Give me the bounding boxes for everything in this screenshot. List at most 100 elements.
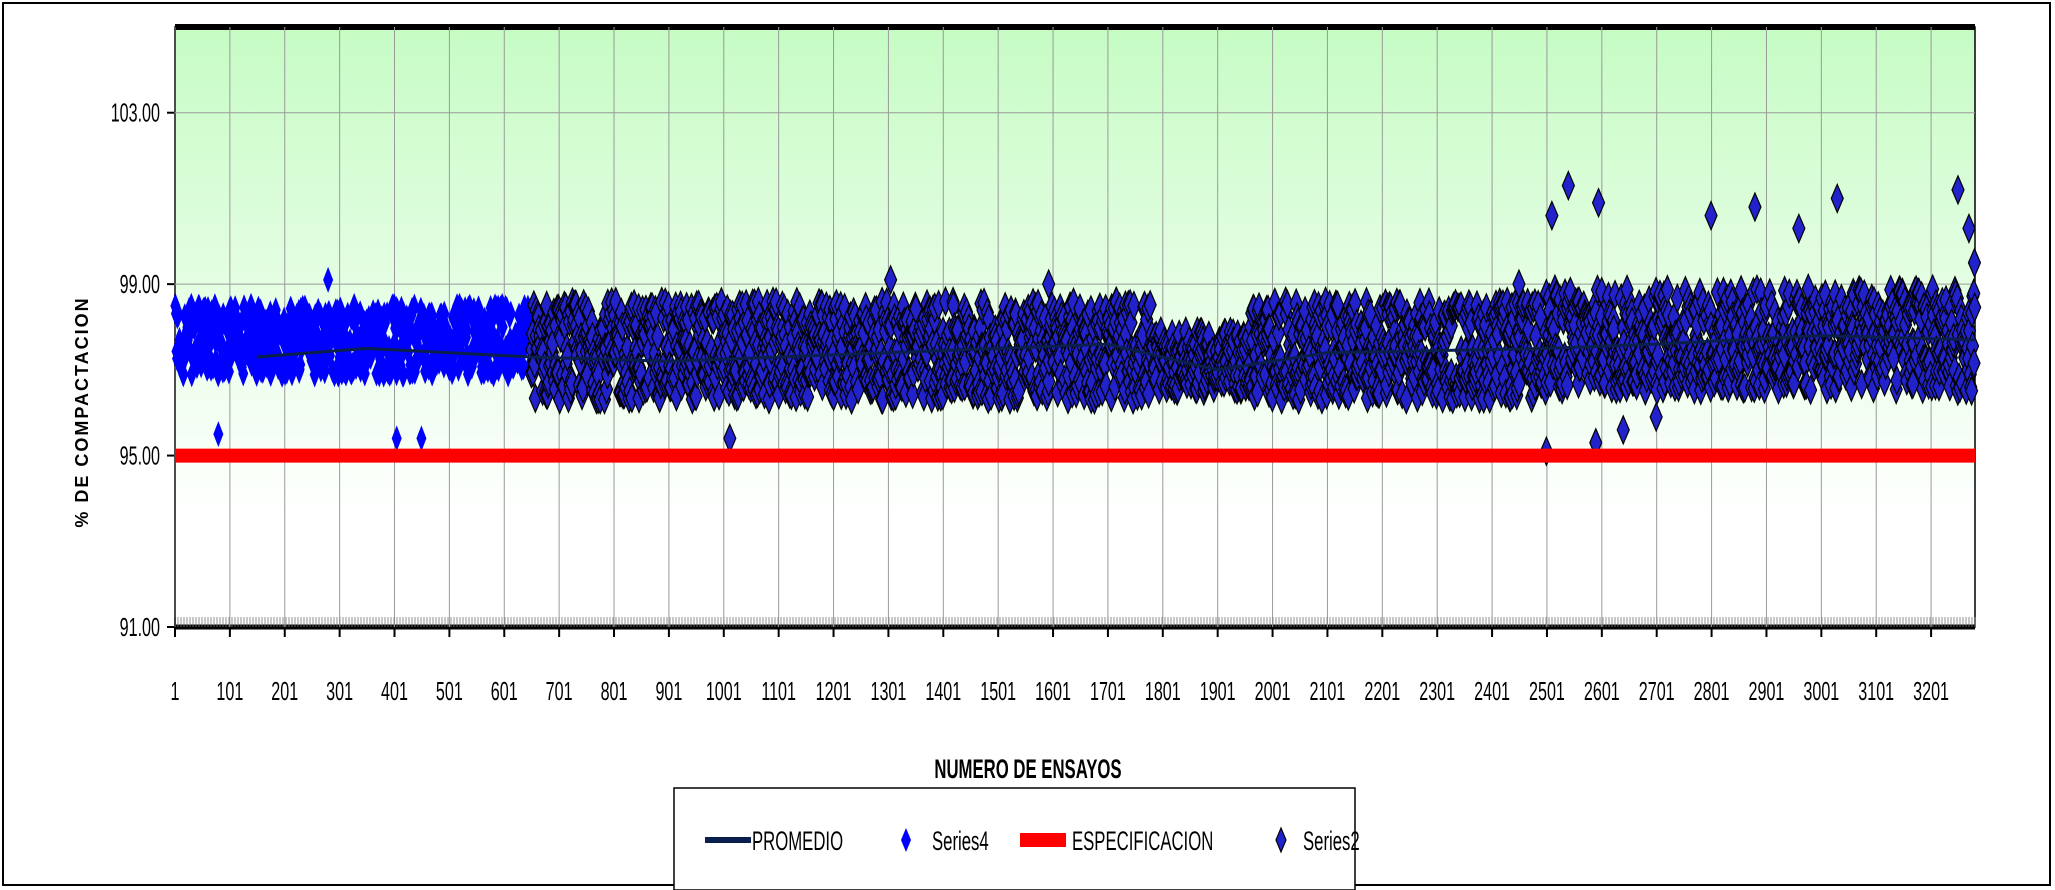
series2-point	[1127, 290, 1141, 322]
series2-point	[1561, 170, 1576, 202]
series4-point	[505, 300, 516, 327]
series2-point	[883, 264, 898, 296]
x-tick-label: 3001	[1803, 676, 1839, 706]
x-tick-label: 501	[436, 676, 463, 706]
legend-box	[673, 787, 1356, 890]
x-tick-label: 701	[546, 676, 573, 706]
y-axis-title: % DE COMPACTACION	[72, 296, 92, 527]
x-tick-label: 1	[171, 676, 180, 706]
x-tick-label: 1901	[1200, 676, 1236, 706]
x-tick-label: 1001	[706, 676, 742, 706]
series4-points	[170, 266, 536, 452]
series4-point	[213, 421, 224, 448]
x-tick-label: 1601	[1035, 676, 1071, 706]
series4-point	[178, 361, 189, 388]
x-tick-label: 3201	[1913, 676, 1949, 706]
series2-point	[1066, 286, 1081, 318]
x-tick-label: 1201	[816, 676, 852, 706]
series4-point	[398, 361, 409, 388]
y-tick-label: 99.00	[120, 269, 160, 299]
x-tick-labels: 1 101 201 301 401 501 601 701 801 901 1001 1101 1201…	[171, 676, 1950, 706]
series2-point	[1830, 182, 1844, 214]
series2-point	[1704, 200, 1718, 232]
x-tick-label: 2501	[1529, 676, 1565, 706]
legend-label: PROMEDIO	[752, 826, 843, 856]
x-tick-label: 1501	[980, 676, 1016, 706]
series4-point	[409, 293, 420, 320]
y-tick-label: 91.00	[120, 612, 160, 642]
series2-point	[1964, 375, 1979, 407]
series2-point	[1968, 291, 1982, 323]
series2-point	[1803, 374, 1818, 406]
series2-point	[1560, 369, 1574, 401]
series4-point	[461, 317, 472, 344]
series2-point	[1962, 212, 1976, 244]
x-tick-label: 1301	[870, 676, 906, 706]
series2-point	[906, 378, 920, 410]
series4-point	[391, 425, 402, 452]
series2-point	[1951, 174, 1965, 206]
x-tick-label: 3101	[1858, 676, 1894, 706]
x-tick-label: 1801	[1145, 676, 1181, 706]
legend-label: Series2	[1303, 826, 1360, 856]
series2-point	[1967, 247, 1982, 279]
x-tick-label: 2301	[1419, 676, 1455, 706]
x-tick-label: 1401	[925, 676, 961, 706]
series2-point	[1877, 366, 1892, 398]
x-tick-label: 901	[655, 676, 682, 706]
legend-swatch	[1275, 826, 1287, 854]
x-tick-label: 2901	[1749, 676, 1785, 706]
series2-point	[1649, 401, 1663, 433]
x-tick-label: 1101	[761, 676, 796, 706]
series2-point	[1143, 289, 1157, 321]
legend: PROMEDIO Series4 ESPECIFICACION Series2	[705, 826, 1360, 856]
x-tick-label: 201	[271, 676, 298, 706]
series2-point	[1967, 347, 1981, 379]
legend-label: ESPECIFICACION	[1072, 826, 1213, 856]
x-tick-label: 2101	[1310, 676, 1346, 706]
x-tick-label: 2801	[1694, 676, 1730, 706]
x-tick-label: 401	[381, 676, 408, 706]
series4-point	[173, 301, 184, 328]
promedio-line-path	[256, 334, 1976, 372]
x-axis-title: NUMERO DE ENSAYOS	[934, 754, 1121, 784]
minor-tick-comb	[174, 617, 1976, 627]
series2-point	[1512, 368, 1526, 400]
series2-point	[996, 377, 1010, 409]
x-tick-label: 601	[491, 676, 518, 706]
x-tick-label: 2701	[1639, 676, 1675, 706]
legend-swatch	[901, 828, 911, 852]
y-tick-labels: 91.00 95.00 99.00 103.00	[111, 98, 160, 642]
series2-point	[1141, 378, 1156, 410]
series2-point	[1042, 268, 1056, 300]
series2-point	[800, 381, 815, 413]
series2-point	[1906, 368, 1920, 400]
series4-point	[238, 360, 249, 387]
series2-points	[524, 170, 1982, 467]
x-tick-label: 2601	[1584, 676, 1620, 706]
legend-label: Series4	[932, 826, 989, 856]
series2-point	[1545, 200, 1559, 232]
series2-point	[689, 380, 703, 412]
series2-point	[599, 373, 614, 405]
x-tick-label: 1701	[1090, 676, 1126, 706]
x-tick-label: 2201	[1364, 676, 1400, 706]
series2-point	[1571, 368, 1586, 400]
x-tick-label: 2001	[1255, 676, 1291, 706]
x-tick-label: 2401	[1474, 676, 1510, 706]
x-tick-label: 301	[326, 676, 353, 706]
series2-point	[1512, 268, 1526, 300]
series2-point	[1393, 288, 1407, 320]
x-minor-ticks	[174, 617, 1976, 627]
x-tick-label: 801	[601, 676, 628, 706]
series2-point	[1591, 187, 1606, 219]
series2-point	[1042, 366, 1056, 398]
x-tick-label: 101	[216, 676, 243, 706]
series2-point	[651, 321, 665, 353]
y-tick-label: 95.00	[120, 441, 160, 471]
promedio-line	[256, 334, 1976, 372]
series4-point	[323, 266, 334, 293]
y-tick-label: 103.00	[111, 98, 160, 128]
series2-point	[1792, 212, 1806, 244]
